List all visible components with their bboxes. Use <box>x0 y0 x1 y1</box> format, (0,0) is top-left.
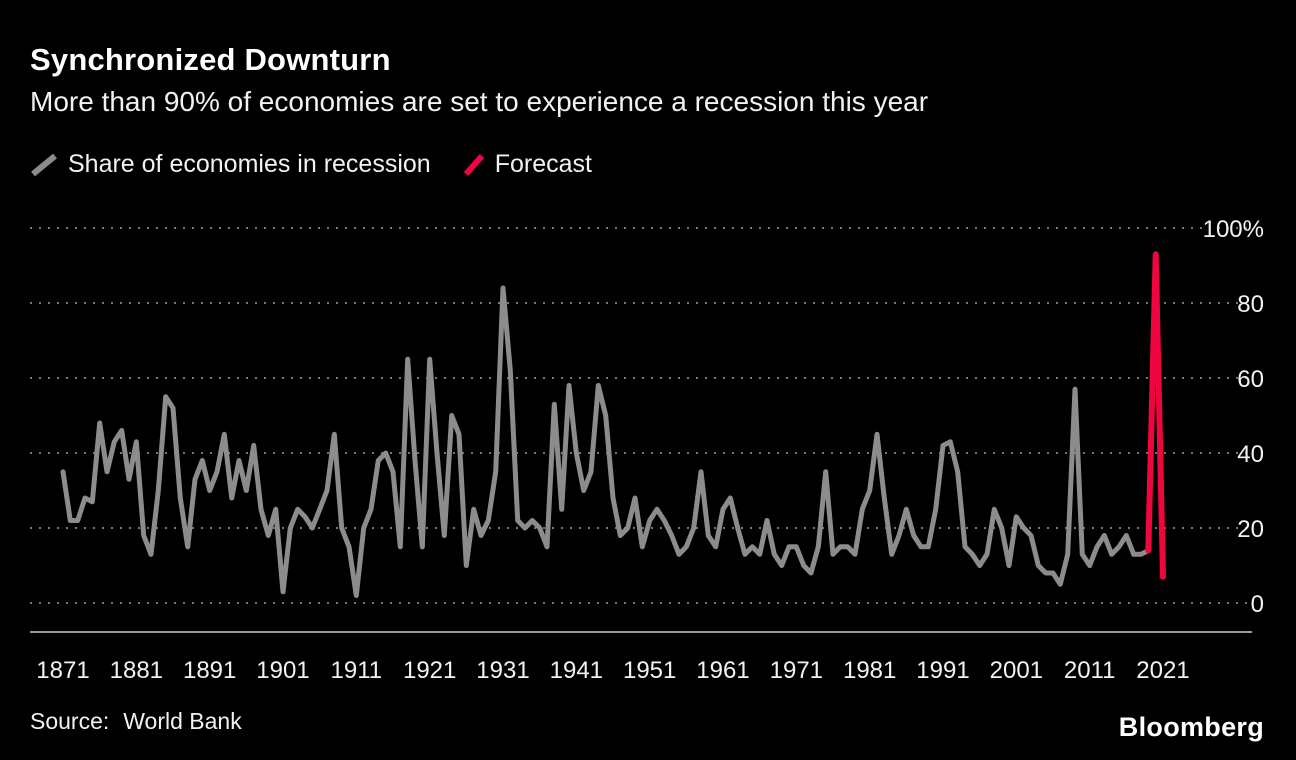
forecast-line-icon <box>463 153 485 177</box>
y-tick-label-0: 0 <box>1251 591 1264 618</box>
source-note: Source: World Bank <box>30 708 242 735</box>
bloomberg-logo: Bloomberg <box>1118 712 1264 742</box>
x-tick-label-1931: 1931 <box>476 657 529 684</box>
legend: Share of economies in recession Forecast <box>30 150 592 179</box>
legend-label-history: Share of economies in recession <box>68 150 431 178</box>
y-tick-label-40: 40 <box>1237 441 1264 468</box>
x-tick-label-1901: 1901 <box>256 657 309 684</box>
x-tick-label-1921: 1921 <box>403 657 456 684</box>
x-tick-label-2011: 2011 <box>1064 657 1116 684</box>
legend-item-forecast: Forecast <box>463 150 592 179</box>
x-tick-label-1961: 1961 <box>696 657 749 684</box>
x-tick-label-1941: 1941 <box>550 657 603 684</box>
history-series-line <box>60 285 1151 598</box>
x-tick-label-1981: 1981 <box>843 657 896 684</box>
source-label: Source: <box>30 708 110 734</box>
legend-item-history: Share of economies in recession <box>30 150 431 179</box>
x-tick-label-2001: 2001 <box>990 657 1043 684</box>
source-value: World Bank <box>123 708 242 734</box>
chart-title: Synchronized Downturn <box>30 42 391 77</box>
x-tick-label-1891: 1891 <box>183 657 236 684</box>
x-tick-label-1951: 1951 <box>623 657 676 684</box>
y-tick-label-20: 20 <box>1237 516 1264 543</box>
x-tick-label-1991: 1991 <box>916 657 969 684</box>
x-tick-label-1871: 1871 <box>36 657 89 684</box>
x-tick-label-1911: 1911 <box>331 657 383 684</box>
forecast-series-line <box>1145 251 1166 580</box>
x-tick-label-1881: 1881 <box>110 657 163 684</box>
y-tick-label-60: 60 <box>1237 366 1264 393</box>
y-tick-label-100: 100% <box>1203 216 1264 243</box>
chart-subtitle: More than 90% of economies are set to ex… <box>30 86 929 117</box>
x-tick-label-1971: 1971 <box>770 657 823 684</box>
history-line-icon <box>30 153 58 177</box>
legend-label-forecast: Forecast <box>494 150 592 178</box>
x-tick-label-2021: 2021 <box>1136 657 1189 684</box>
y-tick-label-80: 80 <box>1237 291 1264 318</box>
